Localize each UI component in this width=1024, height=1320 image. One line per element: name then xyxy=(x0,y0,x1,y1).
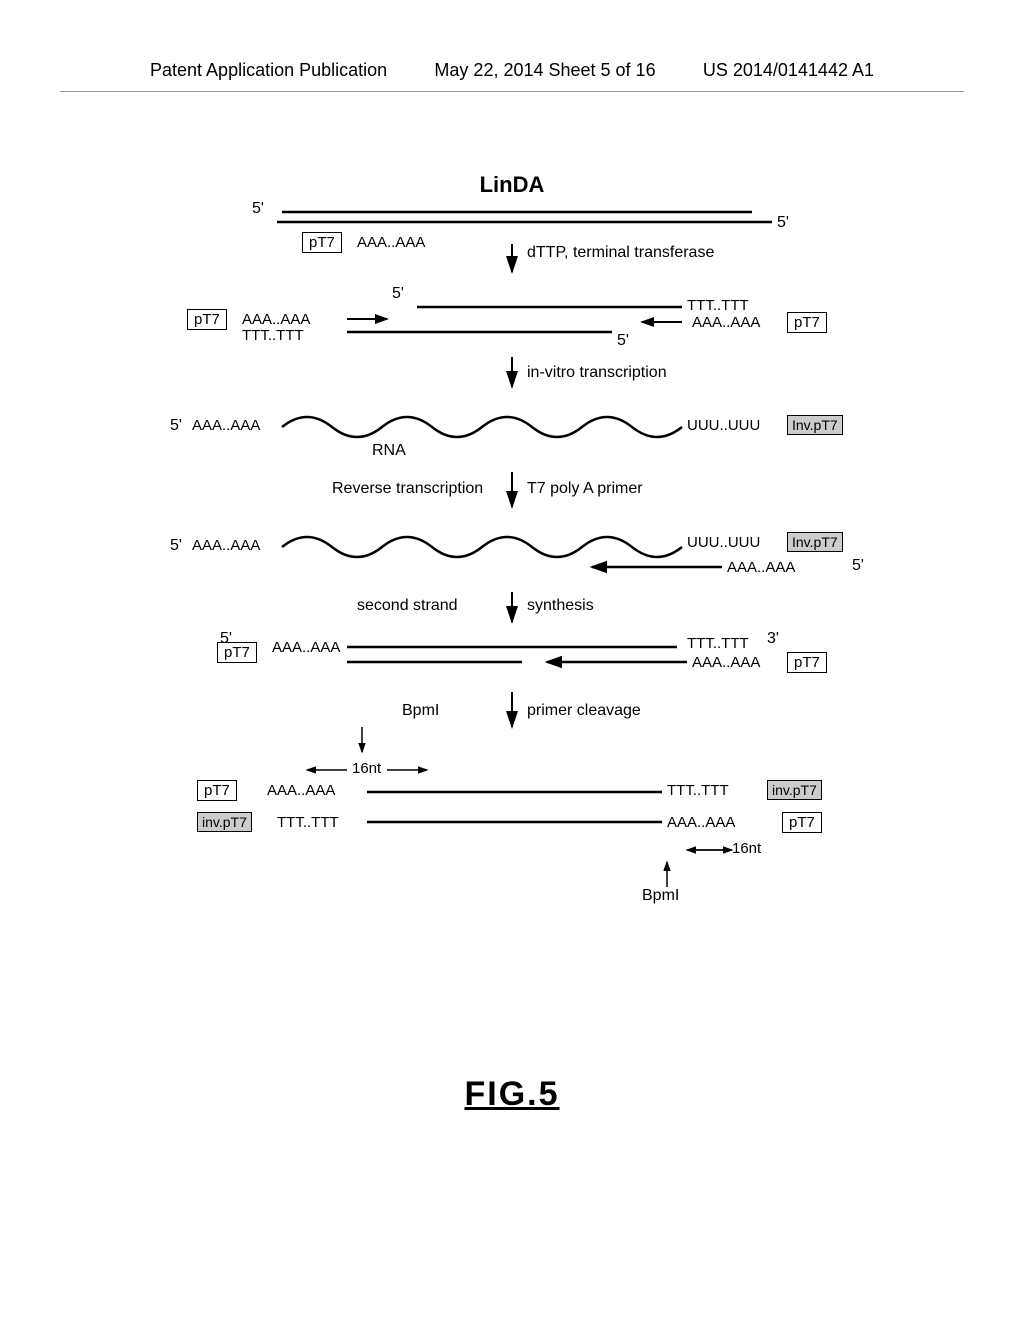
aaa-label: AAA..AAA xyxy=(192,417,260,434)
sixteen-nt-label: 16nt xyxy=(732,840,761,857)
ttt-label: TTT..TTT xyxy=(687,635,749,652)
pt7-box: pT7 xyxy=(787,652,827,673)
aaa-label: AAA..AAA xyxy=(692,654,760,671)
uuu-label: UUU..UUU xyxy=(687,417,760,434)
aaa-label: AAA..AAA xyxy=(692,314,760,331)
five-prime-label: 5' xyxy=(252,200,264,218)
inv-pt7-box: inv.pT7 xyxy=(767,780,822,800)
three-prime-label: 3' xyxy=(767,630,779,648)
linda-diagram: LinDA xyxy=(132,172,892,992)
step-label: Reverse transcription xyxy=(332,480,483,498)
ttt-label: TTT..TTT xyxy=(687,297,749,314)
pt7-box: pT7 xyxy=(217,642,257,663)
rna-label: RNA xyxy=(372,442,406,460)
aaa-label: AAA..AAA xyxy=(727,559,795,576)
five-prime-label: 5' xyxy=(852,557,864,575)
five-prime-label: 5' xyxy=(392,285,404,303)
sixteen-nt-label: 16nt xyxy=(352,760,381,777)
aaa-label: AAA..AAA xyxy=(242,311,310,328)
diagram-svg xyxy=(132,172,892,992)
ttt-label: TTT..TTT xyxy=(277,814,339,831)
ttt-label: TTT..TTT xyxy=(667,782,729,799)
bpml-label: BpmI xyxy=(402,702,439,720)
step-label: primer cleavage xyxy=(527,702,641,720)
header-center: May 22, 2014 Sheet 5 of 16 xyxy=(434,60,655,81)
header-left: Patent Application Publication xyxy=(150,60,387,81)
aaa-label: AAA..AAA xyxy=(667,814,735,831)
ttt-label: TTT..TTT xyxy=(242,327,304,344)
figure-label: FIG.5 xyxy=(464,1075,559,1114)
uuu-label: UUU..UUU xyxy=(687,534,760,551)
five-prime-label: 5' xyxy=(170,417,182,435)
aaa-label: AAA..AAA xyxy=(357,234,425,251)
aaa-label: AAA..AAA xyxy=(267,782,335,799)
inv-pt7-box: inv.pT7 xyxy=(197,812,252,832)
pt7-box: pT7 xyxy=(302,232,342,253)
five-prime-label: 5' xyxy=(617,332,629,350)
pt7-box: pT7 xyxy=(787,312,827,333)
inv-pt7-box: Inv.pT7 xyxy=(787,532,843,552)
header-right: US 2014/0141442 A1 xyxy=(703,60,874,81)
five-prime-label: 5' xyxy=(777,214,789,232)
step-label: T7 poly A primer xyxy=(527,480,643,498)
five-prime-label: 5' xyxy=(170,537,182,555)
pt7-box: pT7 xyxy=(187,309,227,330)
pt7-box: pT7 xyxy=(782,812,822,833)
step-label: in-vitro transcription xyxy=(527,364,667,382)
step-label: second strand xyxy=(357,597,458,615)
inv-pt7-box: Inv.pT7 xyxy=(787,415,843,435)
pt7-box: pT7 xyxy=(197,780,237,801)
aaa-label: AAA..AAA xyxy=(192,537,260,554)
step-label: dTTP, terminal transferase xyxy=(527,244,714,262)
aaa-label: AAA..AAA xyxy=(272,639,340,656)
bpml-label: BpmI xyxy=(642,887,679,905)
step-label: synthesis xyxy=(527,597,594,615)
